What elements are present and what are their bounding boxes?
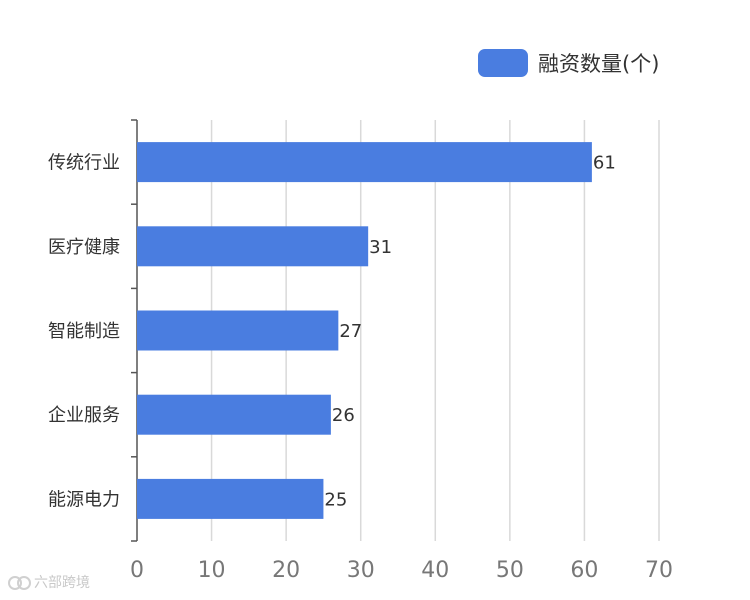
watermark-logo-icon (8, 575, 31, 590)
x-tick-label: 30 (347, 558, 375, 583)
x-tick-label: 0 (130, 558, 144, 583)
x-tick-label: 70 (645, 558, 673, 583)
x-tick-label: 20 (272, 558, 300, 583)
data-label: 26 (332, 405, 355, 426)
legend: 融资数量(个) (478, 48, 659, 78)
legend-label: 融资数量(个) (538, 52, 660, 76)
watermark: 六部跨境 (8, 572, 90, 592)
x-tick-label: 40 (421, 558, 449, 583)
category-label: 传统行业 (48, 153, 120, 174)
category-label: 智能制造 (48, 321, 120, 342)
category-label: 医疗健康 (48, 237, 120, 258)
category-label: 企业服务 (48, 405, 120, 426)
x-tick-label: 50 (496, 558, 524, 583)
watermark-text: 六部跨境 (34, 575, 90, 591)
bar-1 (137, 142, 592, 183)
bar-2 (137, 226, 369, 267)
bar-5 (137, 478, 324, 519)
data-label: 27 (339, 321, 362, 342)
data-label: 61 (593, 153, 616, 174)
bar-4 (137, 394, 331, 435)
legend-swatch (478, 49, 528, 77)
data-label: 31 (369, 237, 392, 258)
x-tick-label: 10 (198, 558, 226, 583)
data-label: 25 (324, 489, 347, 510)
category-label: 能源电力 (48, 489, 120, 510)
bar-3 (137, 310, 339, 351)
x-tick-label: 60 (570, 558, 598, 583)
